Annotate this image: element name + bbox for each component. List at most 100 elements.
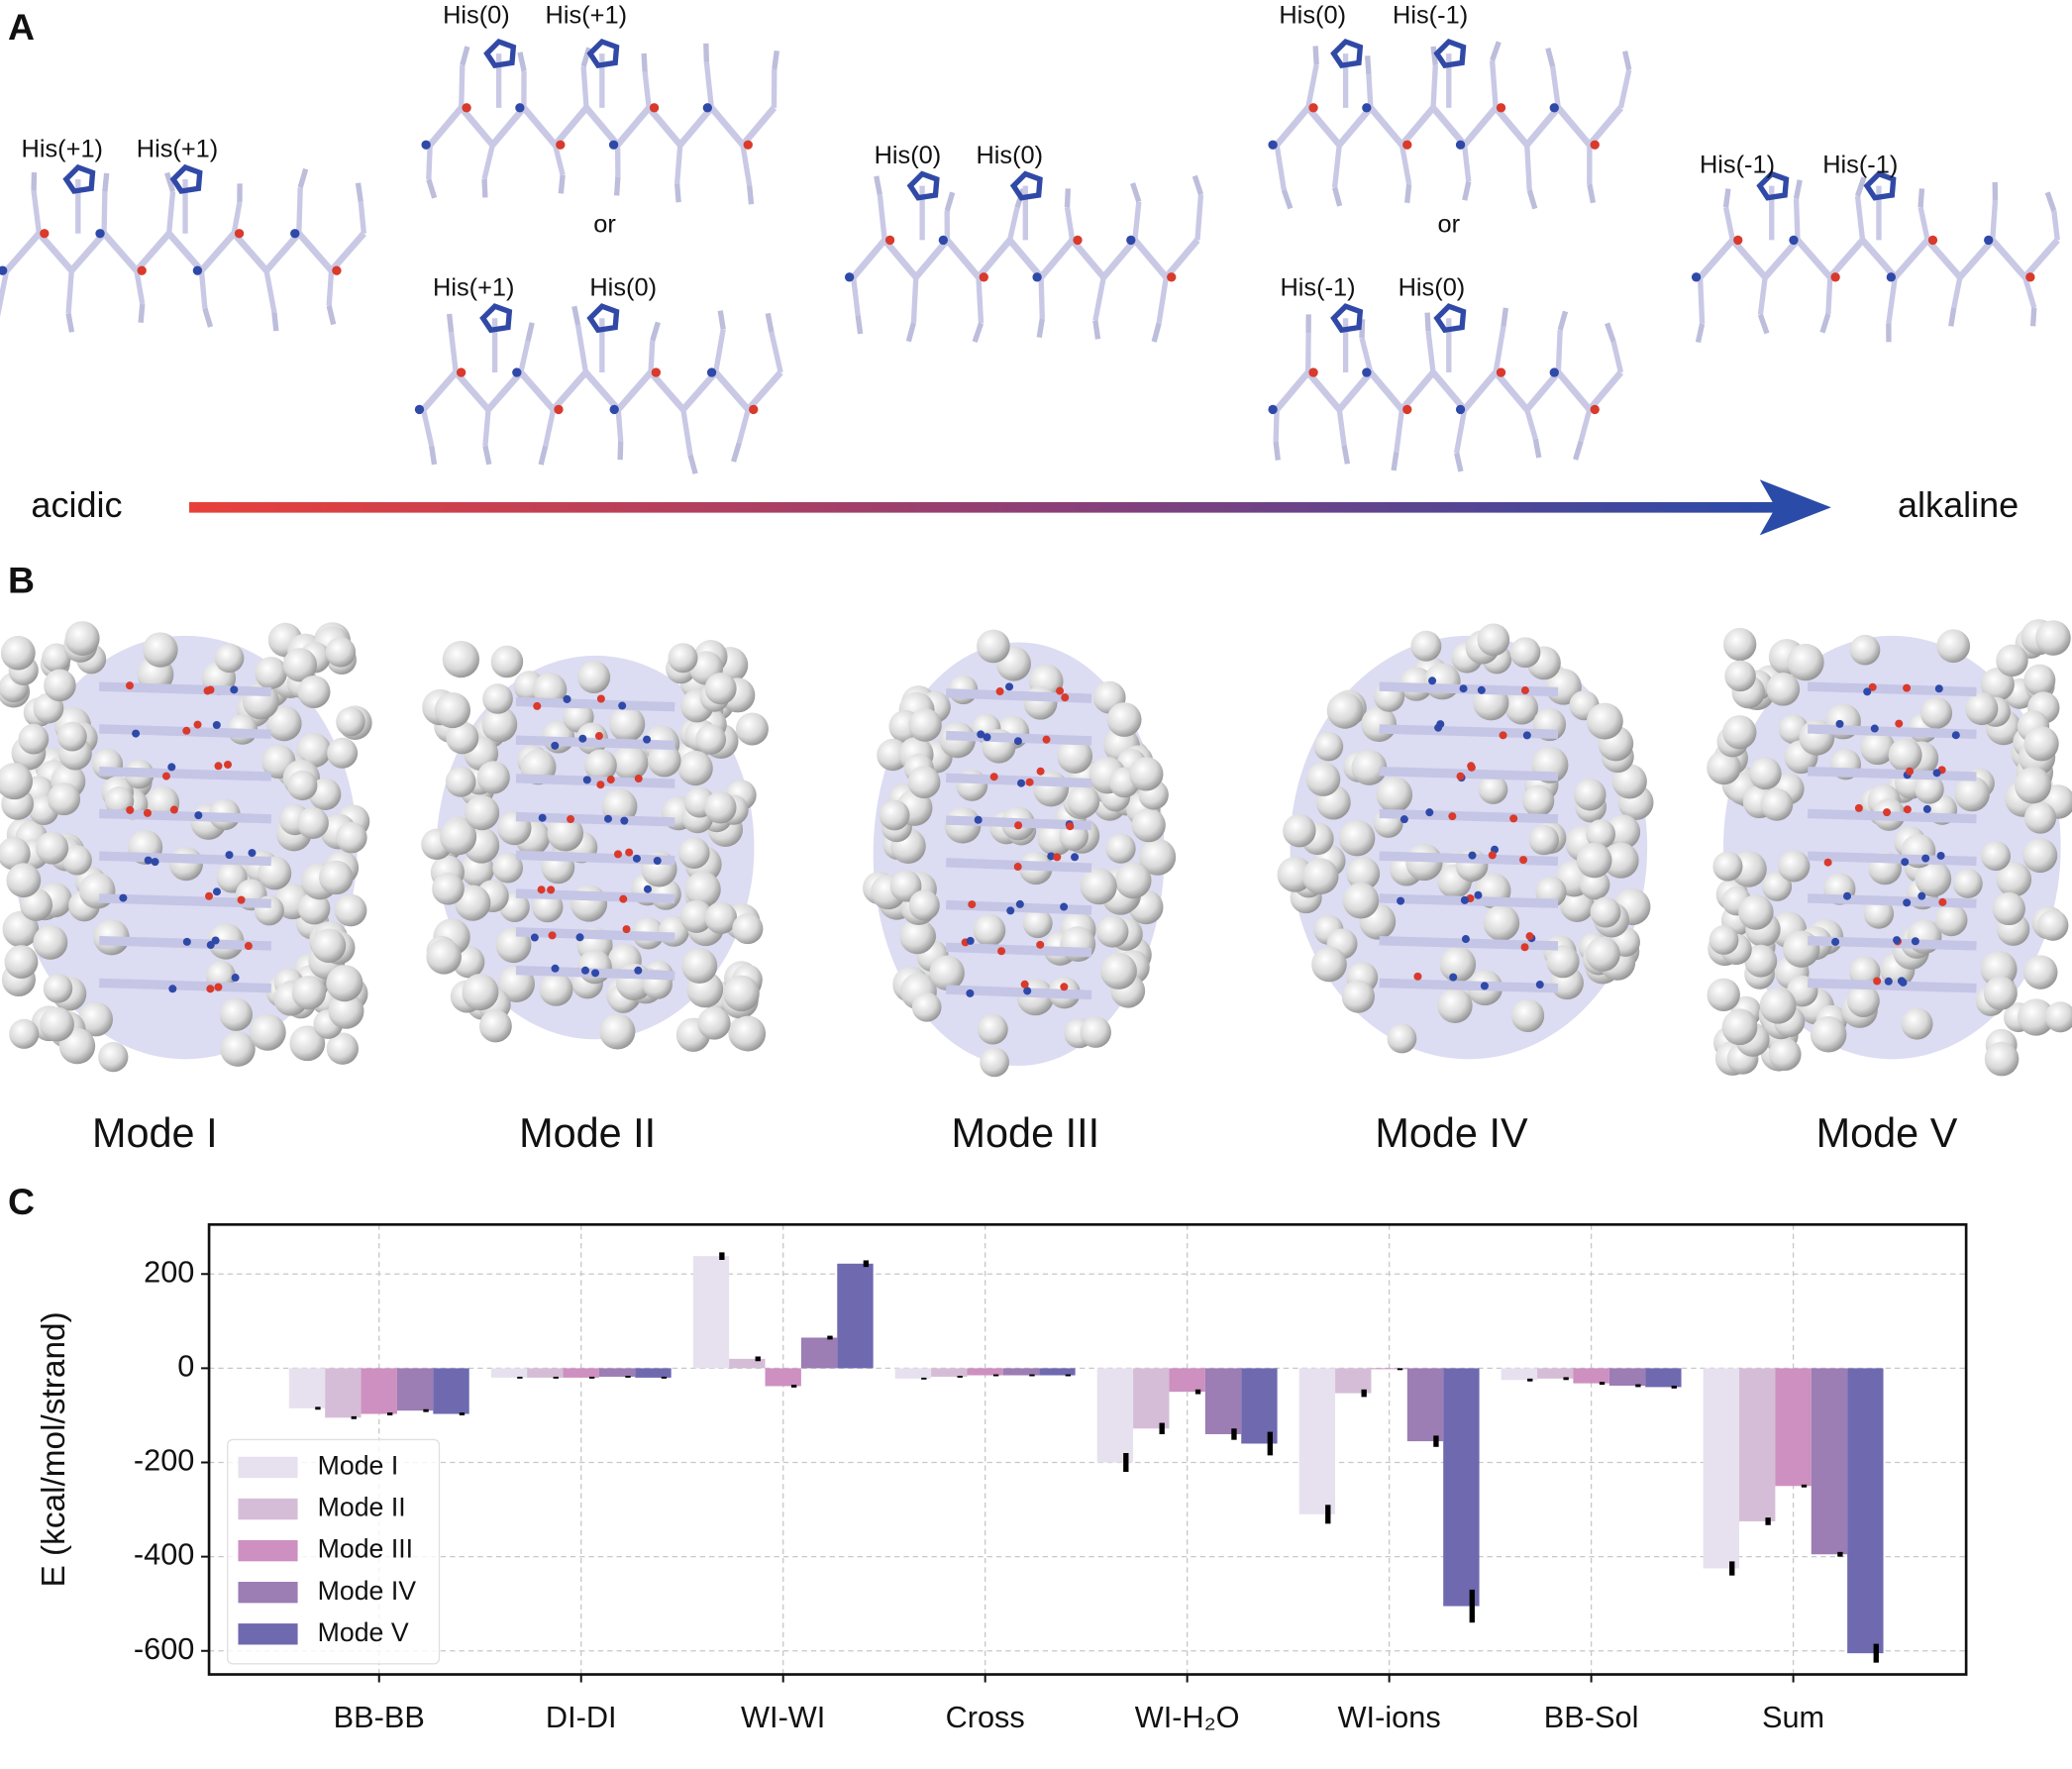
his-label: His(-1) <box>1280 274 1355 302</box>
atom-sphere <box>43 974 73 1003</box>
atom <box>1268 140 1278 150</box>
atom-sphere <box>289 1025 326 1062</box>
beta-sheet <box>1808 724 1977 739</box>
atom-sphere <box>482 683 513 714</box>
atom <box>1549 367 1559 377</box>
bar <box>598 1368 636 1377</box>
alkaline-label: alkaline <box>1898 484 2019 525</box>
atom <box>551 741 560 750</box>
atom-sphere <box>2 910 40 948</box>
mode-label: Mode IV <box>1375 1110 1528 1156</box>
side-chain <box>1424 312 1431 332</box>
his-label: His(+1) <box>22 135 103 162</box>
side-chain <box>1064 206 1076 241</box>
atom <box>575 933 584 942</box>
atom-sphere <box>287 770 318 801</box>
side-chain <box>1454 408 1468 454</box>
atom <box>1006 906 1015 915</box>
atom-sphere <box>465 795 500 831</box>
side-chain <box>772 50 779 70</box>
atom-sphere <box>2044 1001 2072 1033</box>
side-chain <box>687 454 698 474</box>
atom-sphere <box>1574 778 1606 811</box>
side-chain <box>615 409 624 442</box>
his-ring <box>483 38 517 68</box>
atom <box>1428 676 1437 685</box>
atom-sphere <box>1707 978 1740 1012</box>
atom <box>1922 804 1931 813</box>
atom-sphere <box>1744 944 1778 978</box>
atom-sphere <box>1965 691 1999 726</box>
x-tick-label: Sum <box>1762 1700 1824 1734</box>
or-label: or <box>593 210 616 238</box>
atom <box>1590 140 1600 150</box>
x-tick-label: Cross <box>946 1700 1025 1734</box>
atom <box>1449 973 1458 982</box>
atom <box>649 103 660 113</box>
atom-sphere <box>2023 801 2057 834</box>
atom <box>1397 896 1405 905</box>
beta-sheet <box>945 942 1092 958</box>
molecule-drawings <box>0 38 2072 1078</box>
side-chain <box>1461 144 1472 182</box>
atom-sphere <box>0 837 31 871</box>
atom <box>1005 682 1014 691</box>
atom <box>132 729 141 738</box>
atom-sphere <box>1707 750 1741 785</box>
side-chain <box>543 408 557 447</box>
side-chain <box>481 178 488 198</box>
atom <box>547 885 556 894</box>
side-chain <box>429 445 438 466</box>
side-chain <box>1391 451 1399 471</box>
atom <box>938 235 949 246</box>
backbone <box>851 237 1200 281</box>
legend-box <box>227 1438 441 1665</box>
atom-sphere <box>1522 784 1555 817</box>
atom-sphere <box>2037 909 2069 941</box>
atom <box>537 885 546 894</box>
atom <box>968 900 977 909</box>
atom <box>225 851 234 860</box>
his-ring <box>1433 303 1467 334</box>
atom-sphere <box>1721 1009 1758 1046</box>
atom <box>40 229 50 239</box>
atom-sphere <box>426 939 462 975</box>
atom-sphere <box>1724 660 1756 692</box>
panel-label: C <box>8 1181 35 1222</box>
side-chain <box>1273 441 1281 461</box>
bar <box>563 1368 599 1378</box>
atom <box>0 265 8 275</box>
atom <box>625 848 634 857</box>
atom-sphere <box>296 806 329 840</box>
atom <box>1835 719 1844 728</box>
atom <box>1525 932 1534 941</box>
side-chain <box>552 144 566 176</box>
bar <box>894 1368 932 1379</box>
his-label: His(-1) <box>1393 1 1468 29</box>
atom <box>1870 724 1879 733</box>
bar <box>1371 1368 1407 1370</box>
atom <box>237 895 246 904</box>
atom-sphere <box>679 899 713 933</box>
atom-sphere <box>1283 813 1316 848</box>
side-chain <box>481 144 495 180</box>
side-chain <box>1305 63 1319 109</box>
beta-sheet <box>99 681 272 697</box>
atom-sphere <box>1766 673 1801 706</box>
atom <box>1921 854 1930 863</box>
atom-sphere <box>1936 629 1971 664</box>
y-tick-label: 0 <box>177 1348 194 1383</box>
y-tick-label: 200 <box>144 1254 194 1289</box>
fibril-model <box>1707 619 2072 1077</box>
side-chain <box>648 340 656 373</box>
peptide-sketch <box>421 38 779 205</box>
atom <box>594 732 603 741</box>
side-chain <box>448 332 459 373</box>
side-chain <box>482 445 492 466</box>
side-chain <box>358 201 367 235</box>
atom <box>1934 684 1943 693</box>
his-ring <box>62 163 96 194</box>
atom-sphere <box>1778 850 1811 883</box>
atom-sphere <box>57 721 87 752</box>
atom <box>1911 937 1919 946</box>
